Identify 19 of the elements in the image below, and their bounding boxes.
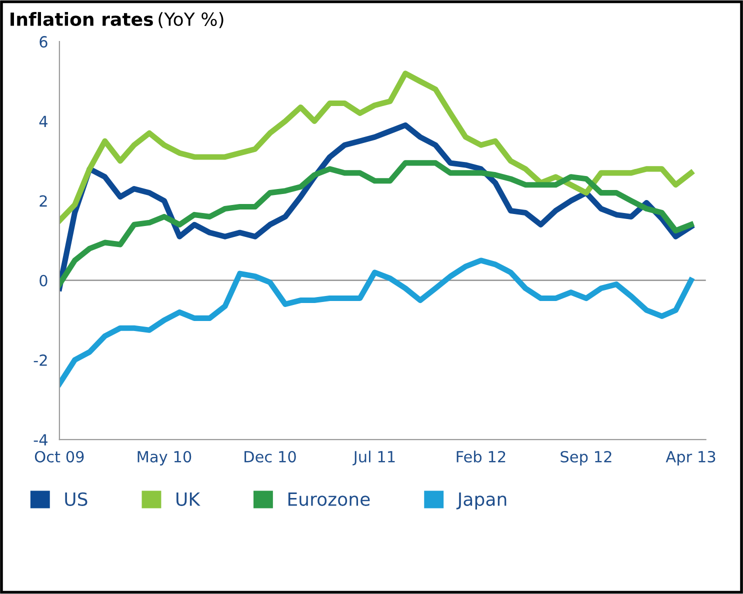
x-tick-label: Oct 09 xyxy=(34,450,84,462)
legend-label: Japan xyxy=(456,492,506,510)
x-tick-label: May 10 xyxy=(138,450,192,466)
y-tick-label: -2 xyxy=(34,354,47,366)
x-tick-label: Dec 10 xyxy=(244,450,296,462)
x-tick-label: Jul 11 xyxy=(352,450,395,466)
y-tick-label: 2 xyxy=(40,195,47,207)
x-tick-label: Sep 12 xyxy=(560,450,612,466)
legend-label: UK xyxy=(176,492,200,506)
chart-title: Inflation rates xyxy=(10,12,153,26)
x-tick-label: Apr 13 xyxy=(666,450,716,466)
x-tick-label: Feb 12 xyxy=(456,450,506,462)
y-tick-label: 0 xyxy=(40,274,48,286)
legend-label: US xyxy=(65,492,88,506)
legend-label: Eurozone xyxy=(288,492,370,506)
y-tick-label: -4 xyxy=(34,434,48,446)
chart-subtitle: (YoY %) xyxy=(158,12,224,28)
y-tick-label: 4 xyxy=(39,116,48,127)
y-tick-label: 6 xyxy=(40,36,48,48)
